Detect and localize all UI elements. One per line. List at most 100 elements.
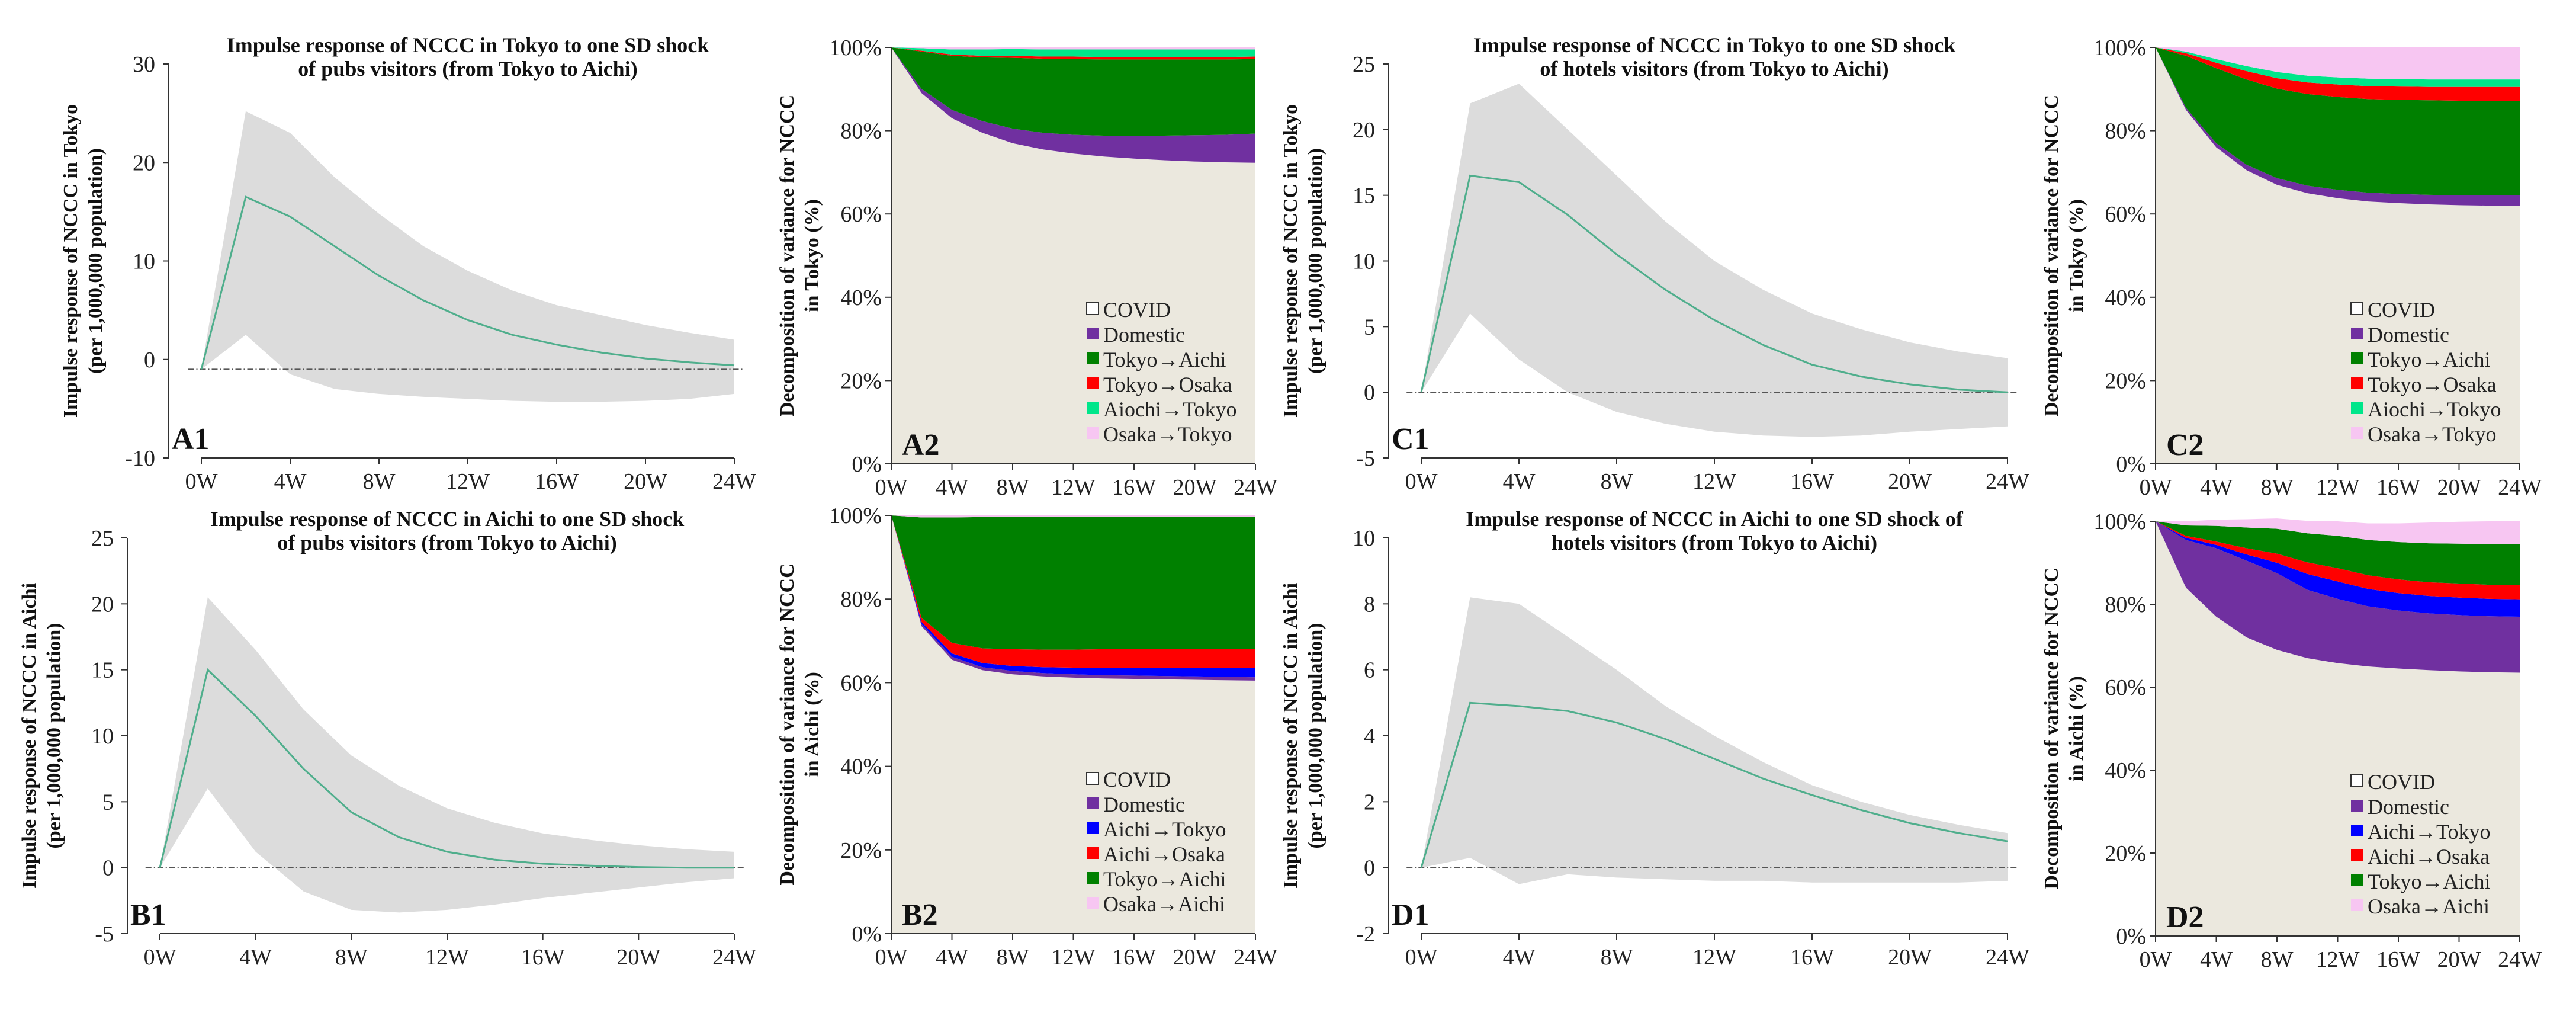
panel-b2: 0% 20% 40% 60% 80% 100% 0W 4W 8W 12W 16W 20W 24W Deco… xyxy=(776,504,1277,970)
d2-x-tick-label: 8W xyxy=(2261,947,2294,972)
d1-y-tick-label: -2 xyxy=(1356,922,1375,947)
d1-x-tick-label: 24W xyxy=(1986,945,2029,970)
c2-legend-swatch xyxy=(2351,377,2363,389)
c2-legend-swatch xyxy=(2351,328,2363,339)
a1-x-tick-label: 8W xyxy=(363,469,396,494)
c2-x-tick-label: 8W xyxy=(2261,475,2294,500)
d1-response-line xyxy=(1420,701,2008,868)
d2-y-tick-label: 80% xyxy=(2105,592,2146,617)
c2-x-tick-label: 0W xyxy=(2140,475,2172,500)
a1-response-line xyxy=(200,195,735,370)
b2-y-tick-label: 80% xyxy=(840,587,882,612)
a2-legend-swatch xyxy=(1087,352,1099,364)
d2-x-tick-label: 16W xyxy=(2376,947,2420,972)
c2-legend-label: Tokyo→Osaka xyxy=(2368,373,2496,396)
c1-y-tick-label: 0 xyxy=(1364,380,1375,405)
c2-y-tick-label: 100% xyxy=(2093,36,2146,60)
c1-title: of hotels visitors (from Tokyo to Aichi) xyxy=(1540,57,1888,81)
a2-legend-label: COVID xyxy=(1103,298,1171,322)
c1-y-tick-label: 5 xyxy=(1364,315,1375,339)
a1-x-tick-label: 4W xyxy=(274,469,307,494)
d2-area-aichi-osaka xyxy=(2156,521,2520,600)
b2-legend-swatch xyxy=(1087,822,1099,834)
d2-x-tick-label: 24W xyxy=(2498,947,2542,972)
c1-response-line xyxy=(1420,174,2008,393)
d1-y-tick-label: 4 xyxy=(1364,724,1375,749)
c1-y-tick-label: 10 xyxy=(1353,249,1375,274)
c2-legend-label: COVID xyxy=(2368,298,2435,322)
c2-y-tick-label: 80% xyxy=(2105,119,2146,144)
d1-title: Impulse response of NCCC in Aichi to one… xyxy=(1466,507,1963,531)
b2-y-tick-label: 20% xyxy=(840,838,882,863)
c2-y-axis-label: in Tokyo (%) xyxy=(2066,199,2087,312)
d2-legend-swatch xyxy=(2351,899,2363,911)
b2-legend-label: COVID xyxy=(1103,768,1171,791)
c1-y-tick-label: 25 xyxy=(1353,52,1375,77)
a1-panel-label: A1 xyxy=(172,422,210,456)
b1-y-axis-label: Impulse response of NCCC in Aichi xyxy=(18,583,40,889)
b2-x-tick-label: 24W xyxy=(1234,945,1277,970)
a1-x-tick-label: 24W xyxy=(712,469,756,494)
d1-panel-label: D1 xyxy=(1392,898,1430,932)
d2-legend-label: Aichi→Tokyo xyxy=(2368,820,2490,844)
d2-y-axis-label: in Aichi (%) xyxy=(2066,676,2087,781)
d1-y-tick-label: 2 xyxy=(1364,790,1375,815)
a2-legend-swatch xyxy=(1087,402,1099,414)
b2-legend-swatch xyxy=(1087,897,1099,909)
b2-legend-label: Aichi→Osaka xyxy=(1103,842,1225,866)
c2-legend-swatch xyxy=(2351,427,2363,439)
a2-y-tick-label: 0% xyxy=(852,452,882,477)
c2-legend-swatch xyxy=(2350,302,2363,315)
d2-legend-swatch xyxy=(2350,774,2363,787)
b2-area-osaka-aichi xyxy=(891,515,1255,518)
b1-y-axis-label: (per 1,000,000 population) xyxy=(43,623,65,849)
b1-confidence-band xyxy=(160,597,734,913)
b2-y-tick-label: 0% xyxy=(852,922,882,947)
d2-y-tick-label: 20% xyxy=(2105,841,2146,866)
b1-x-tick-label: 0W xyxy=(144,945,176,970)
c1-x-tick-label: 4W xyxy=(1503,469,1536,494)
b2-legend-label: Aichi→Tokyo xyxy=(1103,818,1226,841)
b1-y-tick-label: 20 xyxy=(91,592,114,617)
c2-x-tick-label: 20W xyxy=(2437,475,2481,500)
d2-legend-label: Tokyo→Aichi xyxy=(2368,870,2490,893)
a1-x-tick-label: 0W xyxy=(185,469,218,494)
c1-y-tick-label: 15 xyxy=(1353,184,1375,209)
d2-legend-label: Aichi→Osaka xyxy=(2368,845,2490,868)
d1-y-tick-label: 10 xyxy=(1353,526,1375,551)
c1-x-tick-label: 24W xyxy=(1986,469,2029,494)
panel-a2: 0% 20% 40% 60% 80% 100% 0W 4W 8W 12W 16W 20W 24W Deco… xyxy=(776,36,1277,500)
a2-y-tick-label: 60% xyxy=(840,202,882,227)
panel-b1: -5 0 5 10 15 20 25 0W 4W 8W 12W 16W 20W 24W Impulse re… xyxy=(18,507,756,970)
c1-y-tick-label: -5 xyxy=(1356,446,1375,471)
b1-title: Impulse response of NCCC in Aichi to one… xyxy=(210,507,684,531)
d2-area-domestic xyxy=(2156,521,2520,673)
a2-legend-swatch xyxy=(1087,377,1099,389)
a1-title: of pubs visitors (from Tokyo to Aichi) xyxy=(298,57,637,81)
c2-legend-label: Osaka→Tokyo xyxy=(2368,422,2496,446)
c2-panel-label: C2 xyxy=(2166,428,2204,462)
a2-legend-label: Tokyo→Osaka xyxy=(1103,373,1232,396)
b2-x-tick-label: 4W xyxy=(936,945,968,970)
b1-panel-label: B1 xyxy=(130,898,166,932)
panel-c1: -5 0 5 10 15 20 25 0W 4W 8W 12W 16W 20W 24W Impulse re… xyxy=(1280,33,2029,494)
c2-legend-label: Tokyo→Aichi xyxy=(2368,348,2490,371)
a2-x-tick-label: 16W xyxy=(1112,475,1156,500)
c2-area-tokyo-aichi xyxy=(2156,47,2520,195)
b2-legend-label: Domestic xyxy=(1103,793,1185,816)
a2-x-tick-label: 24W xyxy=(1234,475,1277,500)
a2-x-tick-label: 0W xyxy=(875,475,908,500)
a2-y-tick-label: 80% xyxy=(840,119,882,144)
c2-area-osaka-tokyo xyxy=(2156,47,2520,80)
d1-y-axis-label: (per 1,000,000 population) xyxy=(1305,623,1326,849)
b2-area-tokyo-aichi xyxy=(891,515,1255,650)
b1-x-tick-label: 4W xyxy=(239,945,272,970)
a1-y-tick-label: 10 xyxy=(133,249,155,274)
b1-x-tick-label: 24W xyxy=(712,945,756,970)
c2-y-axis-label: Decomposition of variance for NCCC xyxy=(2041,95,2063,416)
b2-legend-label: Osaka→Aichi xyxy=(1103,892,1225,916)
d1-y-tick-label: 6 xyxy=(1364,658,1375,683)
a2-area-domestic xyxy=(891,47,1255,163)
a2-area-osaka-tokyo xyxy=(891,47,1255,50)
